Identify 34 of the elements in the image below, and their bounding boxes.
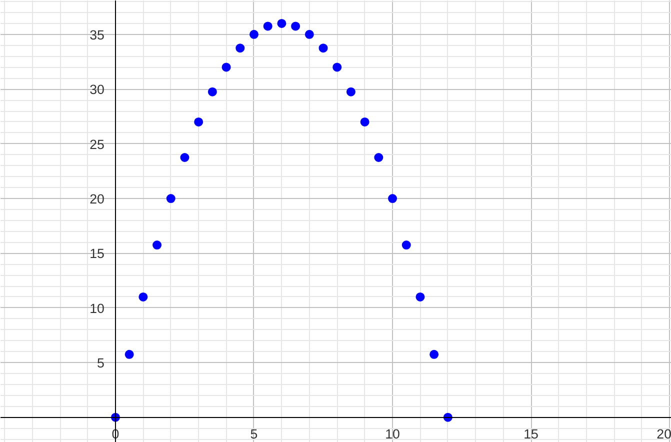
y-tick-label: 35 (90, 27, 104, 42)
point (304, 30, 314, 39)
point (194, 117, 204, 126)
y-tick-label: 15 (90, 246, 104, 262)
point (277, 18, 286, 28)
y-tick-label: 30 (90, 82, 104, 98)
point (222, 62, 231, 72)
point (166, 194, 176, 204)
point (402, 240, 411, 250)
x-tick-label: 10 (385, 426, 400, 442)
point (430, 350, 439, 359)
point (180, 153, 190, 162)
x-tick-label: 20 (656, 426, 671, 442)
point (346, 87, 356, 96)
point (360, 117, 370, 126)
point (388, 194, 398, 204)
point (318, 44, 328, 53)
y-tick-label: 25 (90, 136, 104, 152)
point (332, 62, 342, 72)
point (263, 22, 272, 31)
point (374, 153, 384, 162)
point (124, 350, 134, 359)
point (416, 292, 425, 302)
y-tick-label: 10 (90, 300, 104, 316)
point (236, 44, 245, 53)
y-tick-label: 5 (97, 356, 104, 371)
x-tick-label: 15 (524, 426, 538, 442)
y-tick-label: 20 (90, 192, 104, 207)
point (249, 30, 258, 39)
point (208, 87, 217, 96)
point (138, 292, 148, 302)
point (152, 240, 162, 250)
point (291, 22, 300, 31)
x-tick-label: 5 (250, 426, 258, 442)
